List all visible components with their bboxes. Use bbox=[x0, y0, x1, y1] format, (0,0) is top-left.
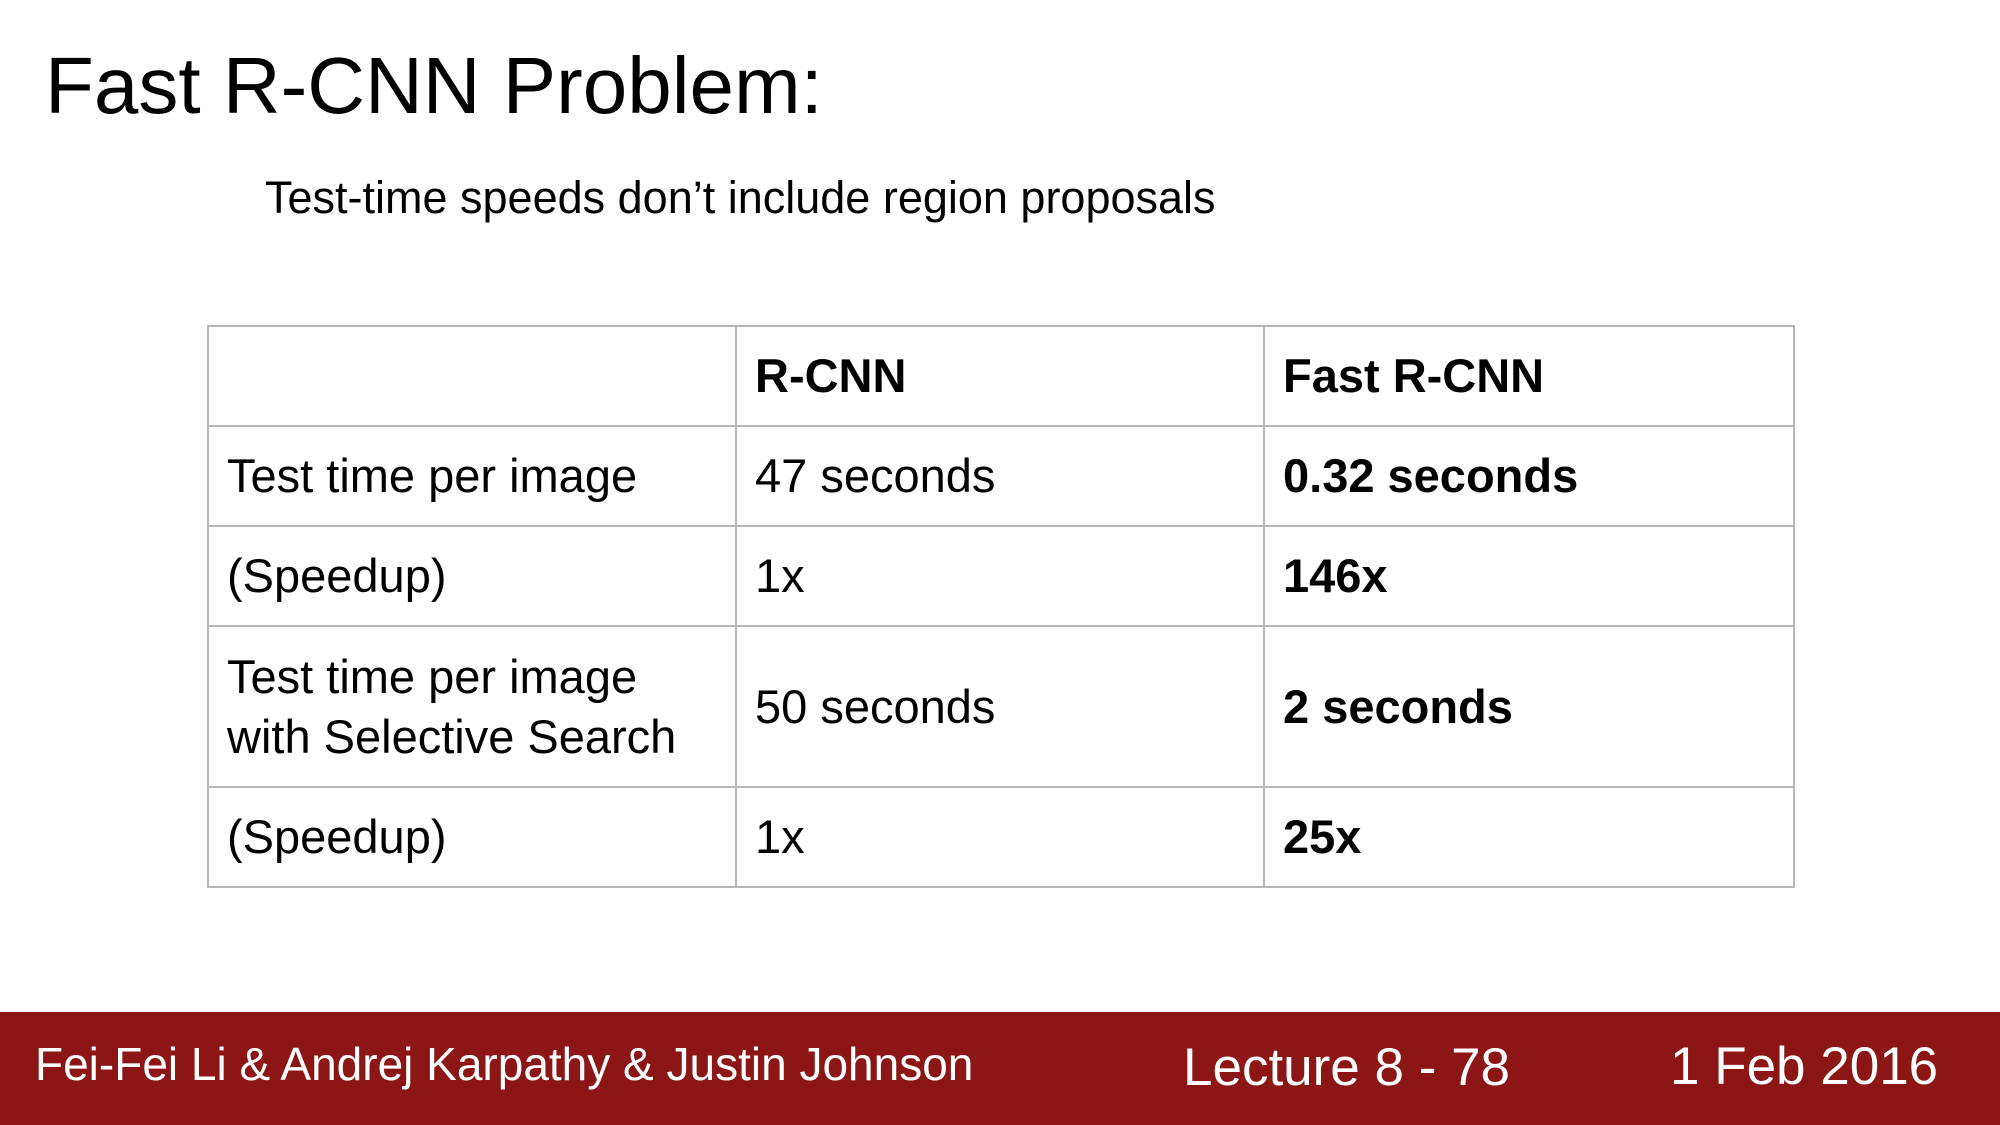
row-label: (Speedup) bbox=[207, 786, 737, 888]
fast-rcnn-value: 2 seconds bbox=[1263, 625, 1795, 788]
table-header-row: R-CNN Fast R-CNN bbox=[207, 325, 1795, 427]
row-label: Test time per image with Selective Searc… bbox=[207, 625, 737, 788]
footer-date: 1 Feb 2016 bbox=[1670, 1037, 1939, 1096]
table-row: Test time per image 47 seconds 0.32 seco… bbox=[207, 425, 1795, 527]
footer-bar: Fei-Fei Li & Andrej Karpathy & Justin Jo… bbox=[0, 1012, 2000, 1125]
slide-title: Fast R-CNN Problem: bbox=[45, 41, 823, 130]
fast-rcnn-value: 25x bbox=[1263, 786, 1795, 888]
table-header-rcnn: R-CNN bbox=[735, 325, 1265, 427]
table-row: Test time per image with Selective Searc… bbox=[207, 625, 1795, 788]
row-label: Test time per image bbox=[207, 425, 737, 527]
fast-rcnn-value: 0.32 seconds bbox=[1263, 425, 1795, 527]
rcnn-value: 50 seconds bbox=[735, 625, 1265, 788]
table-row: (Speedup) 1x 25x bbox=[207, 786, 1795, 888]
rcnn-value: 1x bbox=[735, 525, 1265, 627]
comparison-table: R-CNN Fast R-CNN Test time per image 47 … bbox=[207, 325, 1795, 888]
rcnn-value: 1x bbox=[735, 786, 1265, 888]
row-label: (Speedup) bbox=[207, 525, 737, 627]
footer-lecture-number: Lecture 8 - 78 bbox=[1183, 1038, 1511, 1097]
table-header-fast-rcnn: Fast R-CNN bbox=[1263, 325, 1795, 427]
fast-rcnn-value: 146x bbox=[1263, 525, 1795, 627]
slide-subtitle: Test-time speeds don’t include region pr… bbox=[265, 172, 1216, 223]
footer-authors: Fei-Fei Li & Andrej Karpathy & Justin Jo… bbox=[35, 1038, 974, 1090]
table-row: (Speedup) 1x 146x bbox=[207, 525, 1795, 627]
table-header-empty bbox=[207, 325, 737, 427]
rcnn-value: 47 seconds bbox=[735, 425, 1265, 527]
